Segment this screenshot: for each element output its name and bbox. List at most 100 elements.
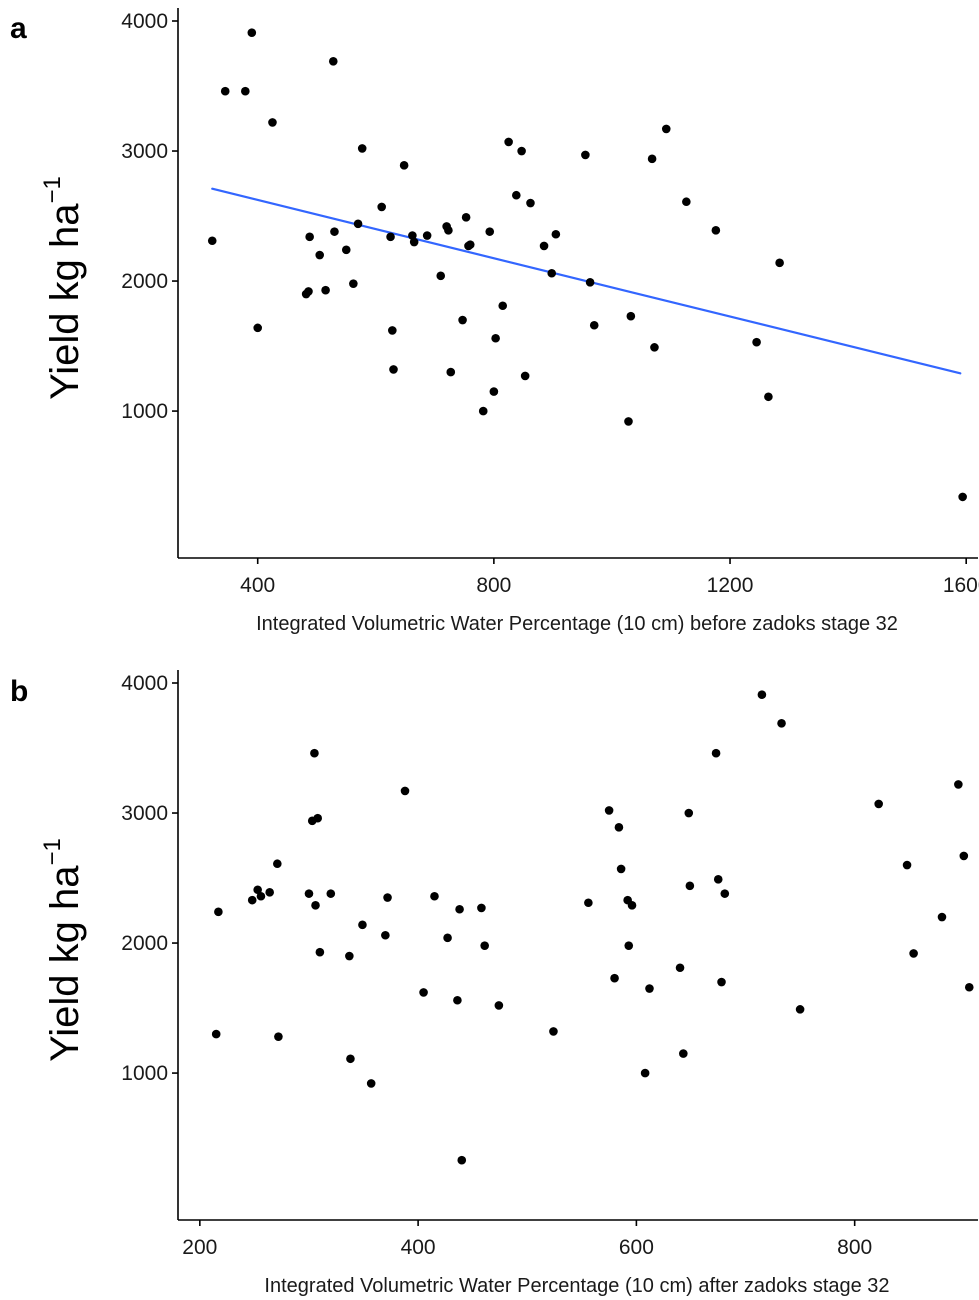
data-point-a [752,337,761,347]
data-point-a [305,232,314,242]
y-axis-title-text-a: Yield kg ha [43,203,87,400]
data-point-b [624,941,634,950]
data-point-a [330,227,339,236]
data-point-a [207,236,217,246]
data-point-b [256,891,266,901]
data-point-a [399,161,409,170]
data-point-a [485,227,495,236]
y-axis-title-text-b: Yield kg ha [43,865,87,1062]
points-a [207,28,967,502]
y-axis-title-a: Yield kg ha−1 [39,176,87,400]
data-point-a [409,237,419,247]
data-point-a [647,154,657,164]
data-point-a [247,28,257,38]
data-point-a [491,333,500,343]
data-point-b [304,889,314,898]
data-point-b [616,864,626,874]
data-point-b [954,780,963,789]
data-point-b [627,901,637,910]
data-point-b [480,941,489,950]
data-point-b [675,963,685,973]
data-point-b [720,889,730,898]
data-point-a [504,137,513,147]
data-point-b [381,930,390,940]
data-point-b [777,719,786,728]
data-point-a [304,287,313,296]
data-point-a [422,231,432,240]
data-point-b [273,859,282,869]
data-point-a [389,365,398,374]
x-tick-label-b: 600 [619,1236,654,1259]
x-tick-label-a: 1600 [943,574,979,597]
data-point-a [585,278,595,287]
y-tick-label-a: 2000 [121,270,168,293]
data-point-a [517,146,526,156]
data-point-b [610,973,619,983]
data-point-b [274,1032,283,1041]
data-point-b [902,860,912,870]
data-point-b [315,947,325,957]
data-point-a [458,315,467,325]
data-point-b [549,1027,558,1036]
data-point-a [461,213,471,222]
y-tick-label-b: 1000 [121,1062,168,1085]
data-point-a [377,202,386,212]
data-point-a [328,57,338,66]
data-point-a [268,118,277,127]
data-point-a [958,492,967,502]
data-point-a [539,241,549,251]
data-point-a [315,250,324,260]
data-point-b [430,891,439,901]
data-point-b [937,912,947,922]
panel-label-a: a [10,12,27,45]
data-point-a [408,231,417,240]
data-point-a [498,301,508,311]
data-point-b [310,748,319,758]
data-point-b [614,823,624,832]
data-point-b [400,786,410,796]
data-point-a [526,198,535,208]
x-tick-label-a: 800 [476,574,511,597]
data-point-a [624,417,633,426]
panel-a: a Yield kg ha−1 1000 2000 3000 4000 400 800 1… [10,8,979,635]
panel-b: b Yield kg ha−1 1000 2000 3000 4000 200 400 6… [10,670,978,1297]
y-tick-label-a: 3000 [121,140,168,163]
y-ticks-b: 1000 2000 3000 4000 [121,672,178,1085]
data-point-b [443,933,452,943]
data-point-a [446,367,456,377]
x-tick-label-b: 200 [182,1236,217,1259]
data-point-b [346,1054,355,1064]
data-point-a [512,190,521,200]
data-point-b [453,995,462,1005]
y-axis-title-sup-a: −1 [39,176,66,203]
data-point-a [581,150,590,160]
data-point-a [711,226,721,235]
data-point-b [311,901,320,910]
data-point-b [717,977,726,987]
data-point-a [465,240,475,249]
data-point-b [313,813,322,823]
x-tick-label-a: 400 [240,574,275,597]
data-point-b [964,982,974,992]
data-point-b [685,881,695,891]
data-point-b [757,690,767,700]
data-point-a [436,271,446,281]
data-point-a [551,229,561,239]
data-point-b [455,904,464,914]
data-point-b [684,808,694,818]
data-point-a [775,258,784,268]
x-ticks-a: 400 800 1200 1600 [240,558,979,597]
y-tick-label-b: 2000 [121,932,168,955]
data-point-b [874,799,883,809]
y-tick-label-b: 4000 [121,672,168,695]
x-axis-title-a: Integrated Volumetric Water Percentage (… [256,613,898,635]
data-point-b [604,806,614,815]
data-point-b [713,875,723,884]
data-point-a [388,326,397,335]
data-point-b [795,1005,805,1014]
data-point-a [444,226,453,235]
data-point-a [357,144,367,153]
x-axis-title-b: Integrated Volumetric Water Percentage (… [264,1275,889,1297]
data-point-a [661,124,671,134]
data-point-a [626,311,636,321]
